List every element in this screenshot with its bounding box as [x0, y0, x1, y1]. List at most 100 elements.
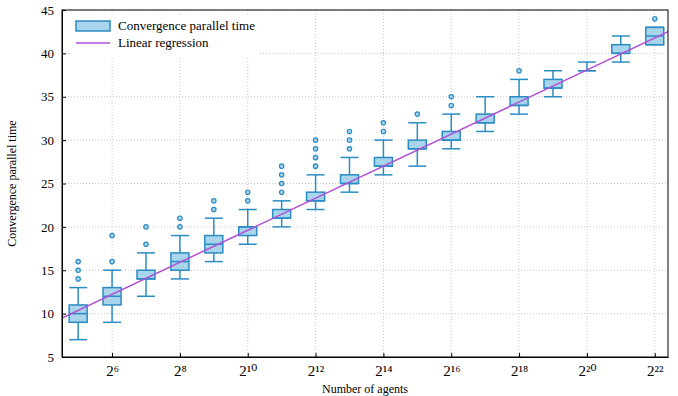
flier — [653, 16, 657, 20]
whisker-cap-low — [374, 174, 392, 176]
y-tick-label: 45 — [41, 3, 54, 18]
whisker-cap-low — [69, 339, 87, 341]
box-body — [239, 227, 257, 236]
whisker-cap-high — [442, 113, 460, 115]
x-tick-mark — [451, 353, 452, 357]
grid-line-y — [62, 313, 668, 314]
whisker-cap-low — [171, 278, 189, 280]
whisker-cap-low — [510, 113, 528, 115]
y-tick-mark — [62, 53, 66, 54]
x-tick-label: 2¹⁶ — [443, 363, 460, 379]
x-tick-label: 2¹⁸ — [511, 363, 528, 379]
flier — [313, 155, 317, 159]
x-tick-label: 2⁶ — [106, 363, 119, 379]
whisker-cap-high — [137, 252, 155, 254]
flier — [246, 199, 250, 203]
whisker-low — [518, 105, 520, 114]
whisker-high — [247, 210, 249, 227]
box — [171, 216, 189, 279]
whisker-cap-high — [544, 70, 562, 72]
grid-line-x — [315, 10, 316, 357]
box-body — [442, 131, 460, 140]
box-body — [103, 288, 121, 305]
box-body — [307, 192, 325, 201]
regression-line — [62, 32, 668, 318]
whisker-cap-low — [408, 165, 426, 167]
legend-label: Linear regression — [118, 35, 209, 50]
whisker-high — [450, 114, 452, 131]
flier — [381, 129, 385, 133]
whisker-cap-high — [171, 235, 189, 237]
whisker-high — [417, 123, 419, 140]
whisker-cap-high — [103, 270, 121, 272]
whisker-low — [349, 184, 351, 193]
y-tick-mark — [62, 270, 66, 271]
whisker-low — [484, 123, 486, 132]
whisker-low — [552, 88, 554, 97]
plot-frame — [62, 10, 668, 357]
whisker-cap-low — [476, 131, 494, 133]
flier — [76, 277, 80, 281]
y-tick-mark — [62, 314, 66, 315]
y-axis-title: Convergence parallel time — [5, 120, 19, 246]
legend-swatch — [76, 21, 110, 31]
whisker-cap-low — [137, 296, 155, 298]
whisker-cap-low — [442, 148, 460, 150]
flier — [313, 138, 317, 142]
box — [408, 112, 426, 166]
flier — [313, 147, 317, 151]
box-body — [612, 45, 630, 54]
whisker-high — [620, 36, 622, 45]
whisker-cap-low — [205, 261, 223, 263]
flier — [212, 199, 216, 203]
whisker-high — [315, 175, 317, 192]
box-body — [374, 157, 392, 166]
whisker-low — [213, 253, 215, 262]
whisker-high — [383, 140, 385, 157]
whisker-cap-high — [69, 287, 87, 289]
whisker-cap-high — [340, 157, 358, 159]
box — [205, 199, 223, 262]
flier — [76, 259, 80, 263]
flier — [212, 207, 216, 211]
box — [476, 97, 494, 132]
whisker-high — [145, 253, 147, 270]
y-tick-label: 10 — [41, 306, 54, 321]
flier — [347, 138, 351, 142]
box — [69, 259, 87, 339]
flier — [449, 103, 453, 107]
flier — [347, 129, 351, 133]
whisker-low — [145, 279, 147, 296]
whisker-low — [179, 270, 181, 279]
box — [137, 225, 155, 297]
y-tick-mark — [62, 140, 66, 141]
grid-line-x — [654, 10, 655, 357]
whisker-low — [111, 305, 113, 322]
whisker-high — [77, 288, 79, 305]
whisker-cap-low — [544, 96, 562, 98]
x-tick-label: 2²² — [647, 363, 664, 379]
whisker-high — [111, 270, 113, 287]
flier — [110, 259, 114, 263]
grid-line-y — [62, 140, 668, 141]
flier — [110, 233, 114, 237]
whisker-cap-high — [612, 35, 630, 37]
y-tick-mark — [62, 184, 66, 185]
median — [476, 122, 494, 124]
y-tick-mark — [62, 227, 66, 228]
whisker-low — [315, 201, 317, 210]
box — [612, 36, 630, 62]
chart: 2⁶2⁸2¹⁰2¹²2¹⁴2¹⁶2¹⁸2²⁰2²²510152025303540… — [0, 0, 678, 396]
x-tick-mark — [112, 353, 113, 357]
y-tick-label: 20 — [41, 220, 54, 235]
whisker-low — [417, 149, 419, 166]
y-tick-label: 25 — [41, 176, 54, 191]
whisker-cap-high — [578, 61, 596, 63]
flier — [517, 69, 521, 73]
flier — [279, 190, 283, 194]
flier — [178, 225, 182, 229]
y-tick-mark — [62, 97, 66, 98]
grid-line-x — [451, 10, 452, 357]
flier — [76, 268, 80, 272]
y-tick-label: 35 — [41, 89, 54, 104]
